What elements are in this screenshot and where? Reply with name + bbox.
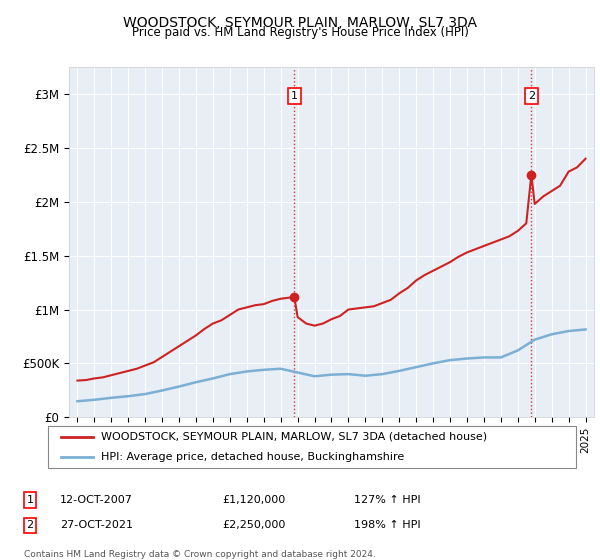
- Text: Price paid vs. HM Land Registry's House Price Index (HPI): Price paid vs. HM Land Registry's House …: [131, 26, 469, 39]
- Text: WOODSTOCK, SEYMOUR PLAIN, MARLOW, SL7 3DA: WOODSTOCK, SEYMOUR PLAIN, MARLOW, SL7 3D…: [123, 16, 477, 30]
- Text: 2: 2: [528, 91, 535, 101]
- Text: 1: 1: [26, 495, 34, 505]
- Text: 198% ↑ HPI: 198% ↑ HPI: [354, 520, 421, 530]
- Text: HPI: Average price, detached house, Buckinghamshire: HPI: Average price, detached house, Buck…: [101, 452, 404, 462]
- FancyBboxPatch shape: [48, 426, 576, 468]
- Text: 12-OCT-2007: 12-OCT-2007: [60, 495, 133, 505]
- Text: 2: 2: [26, 520, 34, 530]
- Text: WOODSTOCK, SEYMOUR PLAIN, MARLOW, SL7 3DA (detached house): WOODSTOCK, SEYMOUR PLAIN, MARLOW, SL7 3D…: [101, 432, 487, 442]
- Text: 1: 1: [291, 91, 298, 101]
- Text: £2,250,000: £2,250,000: [222, 520, 286, 530]
- Text: 27-OCT-2021: 27-OCT-2021: [60, 520, 133, 530]
- Text: Contains HM Land Registry data © Crown copyright and database right 2024.
This d: Contains HM Land Registry data © Crown c…: [24, 550, 376, 560]
- Text: £1,120,000: £1,120,000: [222, 495, 285, 505]
- Text: 127% ↑ HPI: 127% ↑ HPI: [354, 495, 421, 505]
